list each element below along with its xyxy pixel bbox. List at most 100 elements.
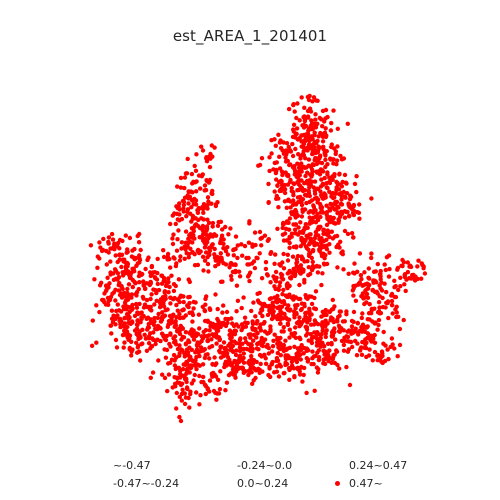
map-point xyxy=(121,259,126,264)
map-point xyxy=(331,353,336,358)
map-point xyxy=(240,325,246,330)
map-point xyxy=(92,277,97,282)
map-point xyxy=(285,281,290,286)
map-point xyxy=(305,347,310,352)
map-point xyxy=(398,275,403,280)
map-point xyxy=(333,151,338,157)
map-point xyxy=(214,341,219,346)
map-point xyxy=(297,282,302,288)
map-point xyxy=(363,337,368,342)
map-point xyxy=(258,310,263,316)
map-point xyxy=(237,348,243,354)
map-point xyxy=(191,337,197,342)
map-point xyxy=(207,378,213,383)
map-point xyxy=(351,235,356,240)
map-point xyxy=(327,206,332,211)
map-point xyxy=(155,270,160,276)
map-point xyxy=(291,271,296,276)
map-point xyxy=(115,259,120,265)
map-point xyxy=(358,273,364,278)
map-point xyxy=(194,189,199,194)
map-point xyxy=(151,322,157,328)
map-point xyxy=(281,325,286,330)
map-point xyxy=(123,266,129,271)
map-point xyxy=(221,320,226,325)
map-point xyxy=(215,328,221,333)
map-point xyxy=(302,165,307,170)
map-point xyxy=(334,158,340,163)
map-point xyxy=(275,293,280,299)
map-point xyxy=(372,289,378,295)
map-point xyxy=(173,263,179,269)
map-point xyxy=(215,316,220,322)
map-point xyxy=(189,171,195,177)
map-point xyxy=(247,362,252,367)
map-point xyxy=(258,361,263,367)
map-point xyxy=(369,196,374,201)
map-point xyxy=(177,258,183,263)
map-point xyxy=(280,277,286,282)
map-point xyxy=(191,328,196,333)
map-point xyxy=(171,352,177,358)
map-point xyxy=(263,260,269,265)
map-point xyxy=(126,282,132,287)
map-point xyxy=(219,236,224,241)
map-point xyxy=(259,276,265,281)
map-point xyxy=(187,233,192,238)
map-point xyxy=(196,350,201,355)
map-point xyxy=(378,277,383,282)
map-point xyxy=(308,109,314,114)
map-point xyxy=(284,152,289,157)
map-point xyxy=(324,185,329,190)
map-point xyxy=(235,255,240,261)
map-point xyxy=(375,327,380,332)
map-point xyxy=(223,224,228,230)
map-point xyxy=(243,339,249,345)
map-point xyxy=(210,220,216,226)
map-point xyxy=(116,282,122,288)
map-point xyxy=(299,306,304,312)
map-point xyxy=(202,382,208,387)
map-point xyxy=(97,283,103,288)
map-point xyxy=(299,166,304,171)
map-point xyxy=(311,185,316,190)
map-point xyxy=(214,397,219,402)
map-point xyxy=(290,141,295,147)
map-point xyxy=(278,364,283,369)
map-point xyxy=(397,326,403,332)
map-point xyxy=(110,237,116,242)
map-point xyxy=(277,283,282,289)
map-point xyxy=(158,326,163,331)
map-point xyxy=(137,270,142,275)
map-point xyxy=(293,146,298,152)
map-point xyxy=(194,152,199,157)
map-point xyxy=(341,342,347,348)
map-point xyxy=(205,217,210,222)
map-point xyxy=(249,354,254,359)
map-point xyxy=(318,167,324,172)
map-point xyxy=(324,321,329,326)
map-point xyxy=(354,189,359,195)
map-point xyxy=(214,256,220,261)
map-point xyxy=(286,317,292,322)
map-point xyxy=(325,162,330,167)
map-point xyxy=(310,169,315,174)
map-point xyxy=(198,235,203,240)
map-point xyxy=(109,231,115,237)
map-point xyxy=(282,311,287,317)
map-point xyxy=(207,345,212,350)
map-point xyxy=(280,225,285,231)
map-point xyxy=(324,237,329,242)
map-point xyxy=(205,195,211,200)
map-point xyxy=(335,362,340,368)
map-point xyxy=(299,133,305,138)
map-point xyxy=(307,251,313,256)
map-point xyxy=(209,337,214,342)
map-point xyxy=(169,357,175,362)
map-point xyxy=(106,241,111,246)
map-point xyxy=(289,359,295,364)
map-point xyxy=(178,325,183,331)
map-point xyxy=(357,202,362,207)
map-point xyxy=(257,162,263,168)
map-point xyxy=(264,272,270,277)
